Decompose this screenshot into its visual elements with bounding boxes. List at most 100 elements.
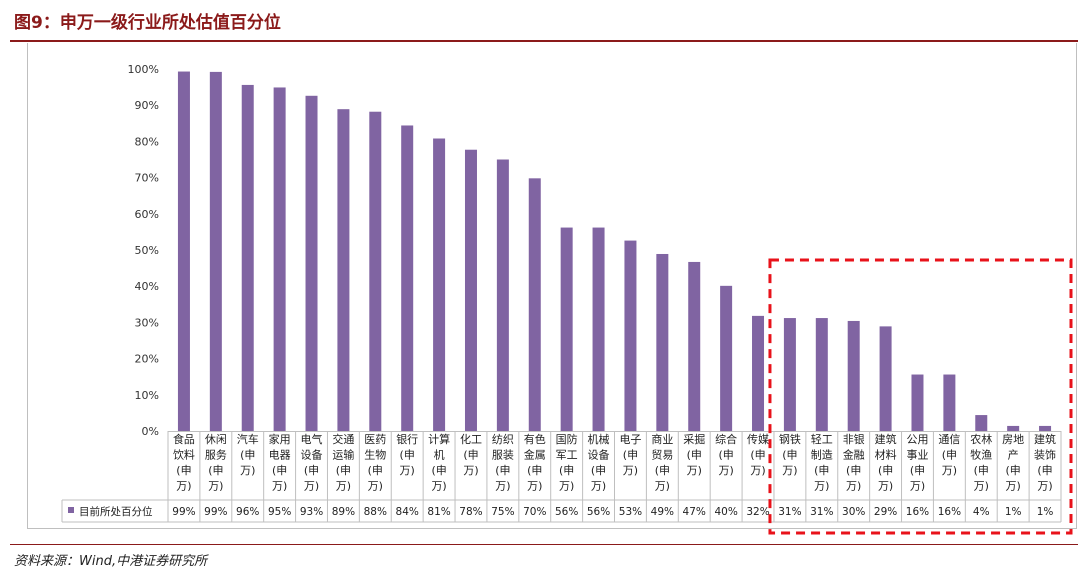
x-category-label: (申 xyxy=(750,449,765,462)
x-category-label: 设备 xyxy=(301,448,323,462)
x-category-label: 电器 xyxy=(269,449,291,462)
bar xyxy=(369,111,382,431)
x-category-label: (申 xyxy=(687,449,702,462)
data-value-label: 30% xyxy=(842,506,865,518)
x-category-label: 事业 xyxy=(906,449,928,462)
bar xyxy=(656,253,669,431)
x-category-label: 纺织 xyxy=(492,432,514,446)
bar xyxy=(273,87,286,431)
bar xyxy=(433,138,446,431)
x-category-label: (申 xyxy=(208,464,223,477)
legend-label: 目前所处百分位 xyxy=(79,505,153,518)
bar xyxy=(1039,425,1052,431)
x-category-label: (申 xyxy=(974,464,989,477)
bar xyxy=(1007,425,1020,431)
x-category-label: 金融 xyxy=(843,448,865,462)
x-category-label: 综合 xyxy=(715,432,737,446)
x-category-label: 万) xyxy=(336,480,351,493)
data-value-label: 31% xyxy=(778,506,801,518)
x-category-label: 万) xyxy=(208,480,223,493)
bar xyxy=(464,149,477,431)
x-category-label: (申 xyxy=(176,464,191,477)
y-tick-label: 70% xyxy=(135,172,159,185)
x-category-label: (申 xyxy=(431,464,446,477)
x-category-label: 万) xyxy=(750,464,765,477)
bar xyxy=(720,285,733,431)
data-value-label: 32% xyxy=(746,506,769,518)
bar xyxy=(305,95,318,432)
bar xyxy=(560,227,573,431)
highlight-box xyxy=(768,258,1073,535)
x-category-label: 牧渔 xyxy=(970,448,992,462)
x-category-label: 贸易 xyxy=(651,449,673,462)
x-category-label: 万) xyxy=(910,480,925,493)
x-category-label: 饮料 xyxy=(173,448,195,462)
data-value-label: 29% xyxy=(874,506,897,518)
bar xyxy=(752,315,765,431)
y-tick-label: 40% xyxy=(135,280,159,293)
x-category-label: 建筑 xyxy=(1034,432,1056,446)
x-category-label: (申 xyxy=(336,464,351,477)
x-category-label: 万) xyxy=(623,464,638,477)
x-category-label: 万) xyxy=(846,480,861,493)
bar xyxy=(337,109,350,431)
data-value-label: 16% xyxy=(938,506,961,518)
title-divider xyxy=(10,40,1078,42)
data-value-label: 31% xyxy=(810,506,833,518)
data-value-label: 47% xyxy=(683,506,706,518)
bar xyxy=(241,84,254,431)
bar xyxy=(624,240,637,431)
x-category-label: (申 xyxy=(1037,464,1052,477)
bar xyxy=(528,178,541,431)
x-category-label: 服装 xyxy=(492,449,514,462)
x-category-label: 万) xyxy=(1006,480,1021,493)
x-category-label: 万) xyxy=(814,480,829,493)
x-category-label: 生物 xyxy=(364,448,386,462)
x-category-label: (申 xyxy=(463,449,478,462)
data-value-label: 89% xyxy=(332,506,355,518)
x-category-label: 房地 xyxy=(1002,433,1024,446)
x-category-label: (申 xyxy=(591,464,606,477)
x-category-label: 国防 xyxy=(556,432,578,446)
x-category-label: 万) xyxy=(272,480,287,493)
x-category-label: 计算 xyxy=(428,432,450,446)
bar xyxy=(911,374,924,431)
x-category-label: (申 xyxy=(623,449,638,462)
x-category-label: 汽车 xyxy=(237,432,259,446)
x-category-label: (申 xyxy=(495,464,510,477)
x-category-label: 制造 xyxy=(811,448,833,462)
bar xyxy=(879,326,892,431)
chart-title: 图9：申万一级行业所处估值百分位 xyxy=(14,13,281,33)
data-value-label: 78% xyxy=(459,506,482,518)
x-category-label: 交通 xyxy=(332,432,354,446)
x-category-label: 有色 xyxy=(524,432,546,446)
bar xyxy=(209,71,222,432)
data-value-label: 88% xyxy=(364,506,387,518)
x-category-label: 医药 xyxy=(364,433,386,446)
data-value-label: 53% xyxy=(619,506,642,518)
bar xyxy=(783,318,796,431)
y-tick-label: 90% xyxy=(135,99,159,112)
x-category-label: 通信 xyxy=(938,433,960,446)
x-category-label: 万) xyxy=(942,464,957,477)
x-category-label: 万) xyxy=(527,480,542,493)
y-tick-label: 80% xyxy=(135,135,159,148)
y-tick-label: 30% xyxy=(135,316,159,329)
x-category-label: 万) xyxy=(368,480,383,493)
bar xyxy=(401,125,414,432)
x-category-label: 产 xyxy=(1008,448,1019,462)
x-category-label: (申 xyxy=(718,449,733,462)
x-category-label: 家用 xyxy=(269,432,291,446)
x-category-label: 银行 xyxy=(396,432,418,446)
y-tick-label: 20% xyxy=(135,353,159,366)
x-category-label: 万) xyxy=(1037,480,1052,493)
data-value-label: 49% xyxy=(651,506,674,518)
x-category-label: 万) xyxy=(782,464,797,477)
x-category-label: 万) xyxy=(304,480,319,493)
data-value-label: 16% xyxy=(906,506,929,518)
x-category-label: (申 xyxy=(368,464,383,477)
data-value-label: 96% xyxy=(236,506,259,518)
x-category-label: 休闲 xyxy=(205,432,227,446)
x-category-label: 服务 xyxy=(205,449,227,462)
x-category-label: 轻工 xyxy=(811,432,833,446)
